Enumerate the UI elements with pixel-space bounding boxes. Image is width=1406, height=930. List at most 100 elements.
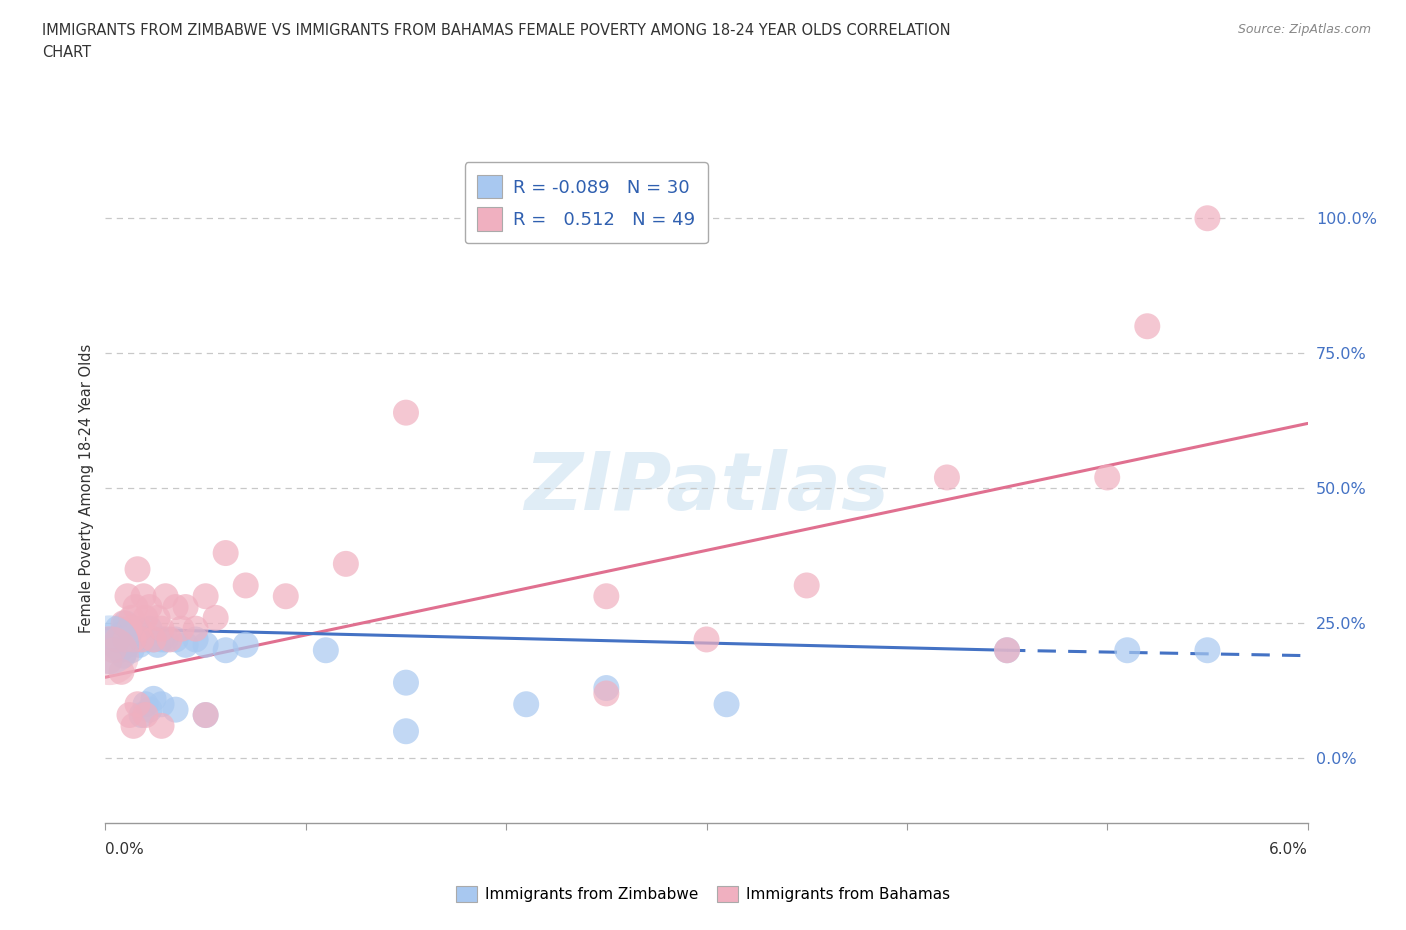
Point <box>315 643 337 658</box>
Point <box>131 708 153 723</box>
Point <box>118 627 141 642</box>
Point <box>98 654 121 669</box>
Point <box>150 697 173 711</box>
Point <box>114 632 136 647</box>
Point <box>114 616 136 631</box>
Point <box>103 637 125 652</box>
Point <box>98 632 121 647</box>
Point <box>150 718 173 733</box>
Text: IMMIGRANTS FROM ZIMBABWE VS IMMIGRANTS FROM BAHAMAS FEMALE POVERTY AMONG 18-24 Y: IMMIGRANTS FROM ZIMBABWE VS IMMIGRANTS F… <box>42 23 950 38</box>
Point <box>150 632 173 647</box>
Text: 6.0%: 6.0% <box>1268 842 1308 857</box>
Text: 0.0%: 0.0% <box>105 842 145 857</box>
Point <box>121 610 143 625</box>
Point <box>1197 643 1219 658</box>
Point <box>127 632 149 647</box>
Point <box>107 632 129 647</box>
Point <box>1197 211 1219 226</box>
Point <box>98 637 121 652</box>
Point <box>110 664 132 679</box>
Point <box>135 632 157 647</box>
Point <box>995 643 1018 658</box>
Point <box>138 702 160 717</box>
Point <box>122 632 145 647</box>
Point <box>170 621 193 636</box>
Point <box>118 621 141 636</box>
Point <box>121 643 143 658</box>
Y-axis label: Female Poverty Among 18-24 Year Olds: Female Poverty Among 18-24 Year Olds <box>79 343 94 633</box>
Point <box>112 616 135 631</box>
Point <box>595 589 617 604</box>
Point <box>150 621 173 636</box>
Point <box>98 648 121 663</box>
Point <box>131 632 153 647</box>
Point <box>142 632 165 647</box>
Point <box>128 621 150 636</box>
Point <box>107 621 129 636</box>
Text: ZIPatlas: ZIPatlas <box>524 449 889 527</box>
Point <box>174 637 197 652</box>
Point <box>716 697 738 711</box>
Point <box>127 562 149 577</box>
Point <box>395 675 418 690</box>
Point <box>135 708 157 723</box>
Point <box>335 556 357 571</box>
Point <box>142 691 165 706</box>
Point <box>235 578 257 593</box>
Text: CHART: CHART <box>42 45 91 60</box>
Point <box>127 697 149 711</box>
Point <box>194 589 217 604</box>
Point <box>235 637 257 652</box>
Point <box>103 643 125 658</box>
Point <box>108 643 131 658</box>
Point <box>395 724 418 738</box>
Point <box>515 697 537 711</box>
Point <box>132 589 155 604</box>
Point <box>117 637 139 652</box>
Text: Source: ZipAtlas.com: Source: ZipAtlas.com <box>1237 23 1371 36</box>
Point <box>165 632 187 647</box>
Point <box>194 708 217 723</box>
Point <box>184 632 207 647</box>
Point <box>595 681 617 696</box>
Point <box>395 405 418 420</box>
Point <box>122 632 145 647</box>
Point <box>155 589 177 604</box>
Point <box>194 637 217 652</box>
Point <box>135 697 157 711</box>
Point <box>124 621 146 636</box>
Point <box>1136 319 1159 334</box>
Point <box>155 632 177 647</box>
Point <box>214 643 236 658</box>
Legend: R = -0.089   N = 30, R =   0.512   N = 49: R = -0.089 N = 30, R = 0.512 N = 49 <box>464 163 709 243</box>
Point <box>1097 470 1119 485</box>
Point <box>110 627 132 642</box>
Point <box>695 632 717 647</box>
Legend: Immigrants from Zimbabwe, Immigrants from Bahamas: Immigrants from Zimbabwe, Immigrants fro… <box>450 880 956 909</box>
Point <box>796 578 818 593</box>
Point <box>112 648 135 663</box>
Point <box>118 708 141 723</box>
Point <box>122 718 145 733</box>
Point <box>131 627 153 642</box>
Point <box>165 702 187 717</box>
Point <box>936 470 959 485</box>
Point <box>124 600 146 615</box>
Point <box>995 643 1018 658</box>
Point <box>114 632 136 647</box>
Point <box>135 610 157 625</box>
Point <box>184 621 207 636</box>
Point <box>194 708 217 723</box>
Point <box>595 686 617 701</box>
Point <box>159 632 181 647</box>
Point <box>274 589 297 604</box>
Point <box>142 632 165 647</box>
Point <box>117 589 139 604</box>
Point <box>128 637 150 652</box>
Point <box>1116 643 1139 658</box>
Point <box>146 610 169 625</box>
Point <box>138 600 160 615</box>
Point <box>146 637 169 652</box>
Point <box>174 600 197 615</box>
Point <box>165 600 187 615</box>
